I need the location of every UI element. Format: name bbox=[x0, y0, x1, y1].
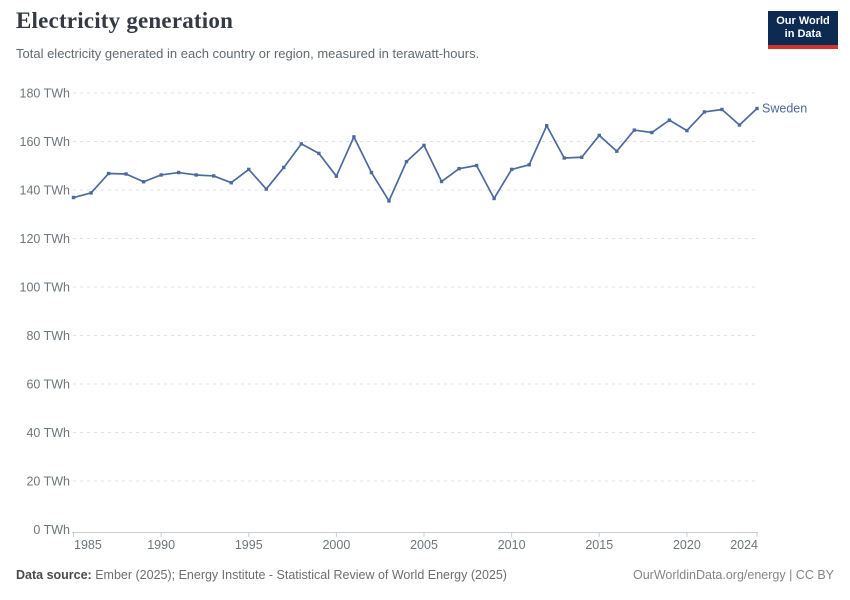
x-axis-label: 2010 bbox=[498, 538, 526, 552]
data-point[interactable] bbox=[176, 170, 181, 175]
data-point[interactable] bbox=[650, 130, 654, 135]
data-point[interactable] bbox=[737, 123, 742, 127]
data-point[interactable] bbox=[685, 128, 689, 133]
page-title: Electricity generation bbox=[16, 8, 234, 33]
data-point[interactable] bbox=[580, 155, 584, 159]
y-axis-label: 120 TWh bbox=[20, 232, 71, 246]
data-point[interactable] bbox=[492, 196, 496, 201]
x-axis-label: 2015 bbox=[585, 538, 613, 552]
data-line[interactable] bbox=[72, 107, 758, 202]
data-source-note: Data source: Ember (2025); Energy Instit… bbox=[16, 568, 507, 582]
data-point[interactable] bbox=[282, 165, 286, 170]
entity-label[interactable]: Sweden bbox=[762, 102, 807, 116]
x-axis-label: 1995 bbox=[235, 538, 263, 552]
data-point[interactable] bbox=[667, 118, 672, 122]
data-source-label: Data source: bbox=[16, 568, 92, 582]
y-axis-label: 180 TWh bbox=[20, 87, 71, 101]
y-axis-label: 160 TWh bbox=[20, 135, 71, 149]
data-point[interactable] bbox=[229, 181, 233, 185]
data-point[interactable] bbox=[702, 110, 707, 114]
data-point[interactable] bbox=[404, 159, 409, 164]
y-axis-label: 100 TWh bbox=[20, 281, 71, 295]
data-point[interactable] bbox=[317, 151, 321, 156]
y-axis-label: 80 TWh bbox=[26, 329, 70, 343]
data-point[interactable] bbox=[439, 179, 444, 184]
x-axis-label: 1985 bbox=[74, 538, 102, 552]
owid-logo-line2: in Data bbox=[784, 28, 822, 40]
data-point[interactable] bbox=[106, 171, 111, 176]
x-axis-label: 2020 bbox=[673, 538, 701, 552]
data-point[interactable] bbox=[141, 180, 146, 184]
data-point[interactable] bbox=[562, 156, 566, 160]
data-point[interactable] bbox=[457, 166, 461, 171]
data-source-text: Ember (2025); Energy Institute - Statist… bbox=[91, 568, 507, 582]
data-point[interactable] bbox=[632, 128, 637, 132]
owid-logo-line1: Our World bbox=[776, 15, 830, 27]
x-axis-label: 2005 bbox=[410, 538, 438, 552]
y-axis-label: 40 TWh bbox=[26, 426, 70, 440]
data-point[interactable] bbox=[247, 167, 251, 172]
chart-subtitle: Total electricity generated in each coun… bbox=[16, 46, 480, 61]
data-point[interactable] bbox=[615, 149, 619, 153]
data-point[interactable] bbox=[124, 172, 128, 176]
data-point[interactable] bbox=[755, 106, 759, 111]
x-axis-label: 1990 bbox=[147, 538, 175, 552]
data-point[interactable] bbox=[544, 124, 549, 128]
y-axis-label: 20 TWh bbox=[26, 475, 70, 489]
data-point[interactable] bbox=[387, 199, 391, 203]
data-point[interactable] bbox=[71, 195, 76, 200]
data-point[interactable] bbox=[422, 143, 426, 148]
data-point[interactable] bbox=[264, 187, 268, 191]
y-axis-label: 60 TWh bbox=[26, 378, 70, 392]
data-point[interactable] bbox=[212, 174, 216, 178]
owid-credit-link[interactable]: OurWorldinData.org/energy | CC BY bbox=[632, 568, 834, 582]
data-point[interactable] bbox=[369, 170, 374, 175]
x-axis-label: 2000 bbox=[322, 538, 350, 552]
data-point[interactable] bbox=[474, 163, 479, 168]
data-point[interactable] bbox=[89, 191, 93, 195]
data-point[interactable] bbox=[352, 135, 356, 139]
y-axis-label: 140 TWh bbox=[20, 184, 71, 198]
data-point[interactable] bbox=[159, 173, 163, 177]
x-axis-label: 2024 bbox=[730, 538, 758, 552]
data-point[interactable] bbox=[527, 163, 531, 167]
data-point[interactable] bbox=[334, 174, 339, 178]
data-point[interactable] bbox=[720, 107, 724, 112]
data-point[interactable] bbox=[597, 133, 601, 138]
data-point[interactable] bbox=[194, 173, 198, 177]
data-point[interactable] bbox=[299, 142, 304, 146]
owid-logo[interactable]: Our World in Data bbox=[768, 11, 838, 49]
data-point[interactable] bbox=[509, 167, 514, 172]
y-axis-label: 0 TWh bbox=[33, 523, 70, 537]
